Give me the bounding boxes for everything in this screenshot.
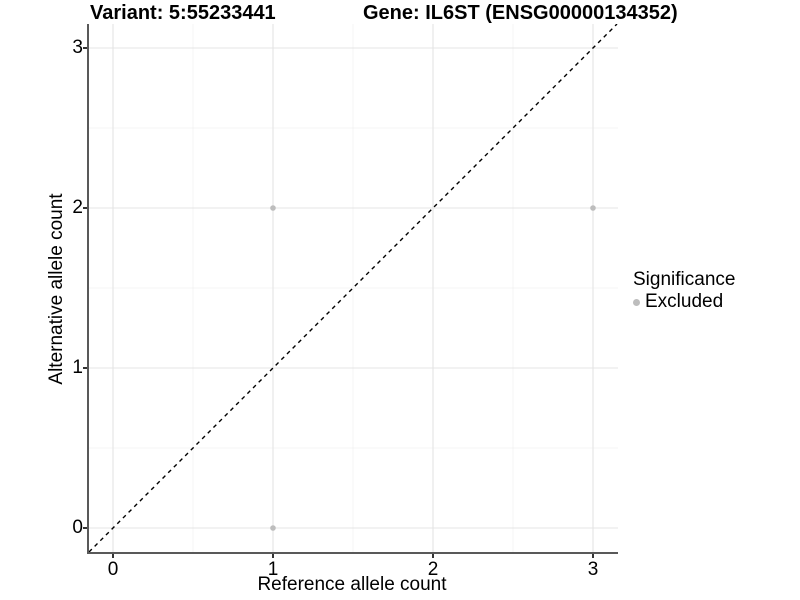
legend-point-icon [633,298,640,306]
y-tick-mark [83,47,87,49]
x-tick-label: 1 [267,559,279,580]
x-tick-mark [432,554,434,558]
y-tick-label: 3 [72,37,83,58]
data-point [270,205,276,211]
x-tick-label: 2 [427,559,439,580]
data-point [270,525,276,531]
y-tick-mark [83,207,87,209]
legend-item-excluded: Excluded [633,291,735,313]
x-tick-mark [272,554,274,558]
y-tick-label: 2 [72,197,83,218]
plot-canvas [89,24,618,552]
x-axis-title: Reference allele count [257,574,447,595]
plot-panel [87,24,618,554]
plot-title-gene: Gene: IL6ST (ENSG00000134352) [363,2,678,24]
plot-title-variant: Variant: 5:55233441 [90,2,276,24]
y-tick-label: 1 [72,357,83,378]
y-axis-title: Alternative allele count [46,193,67,385]
y-tick-label: 0 [72,517,83,538]
x-tick-mark [112,554,114,558]
y-tick-mark [83,367,87,369]
y-tick-mark [83,527,87,529]
legend: Significance Excluded [633,269,735,313]
legend-title: Significance [633,269,736,290]
legend-item-label: Excluded [645,291,724,312]
x-tick-mark [592,554,594,558]
data-point [590,205,596,211]
x-tick-label: 3 [587,559,599,580]
x-tick-label: 0 [107,559,119,580]
